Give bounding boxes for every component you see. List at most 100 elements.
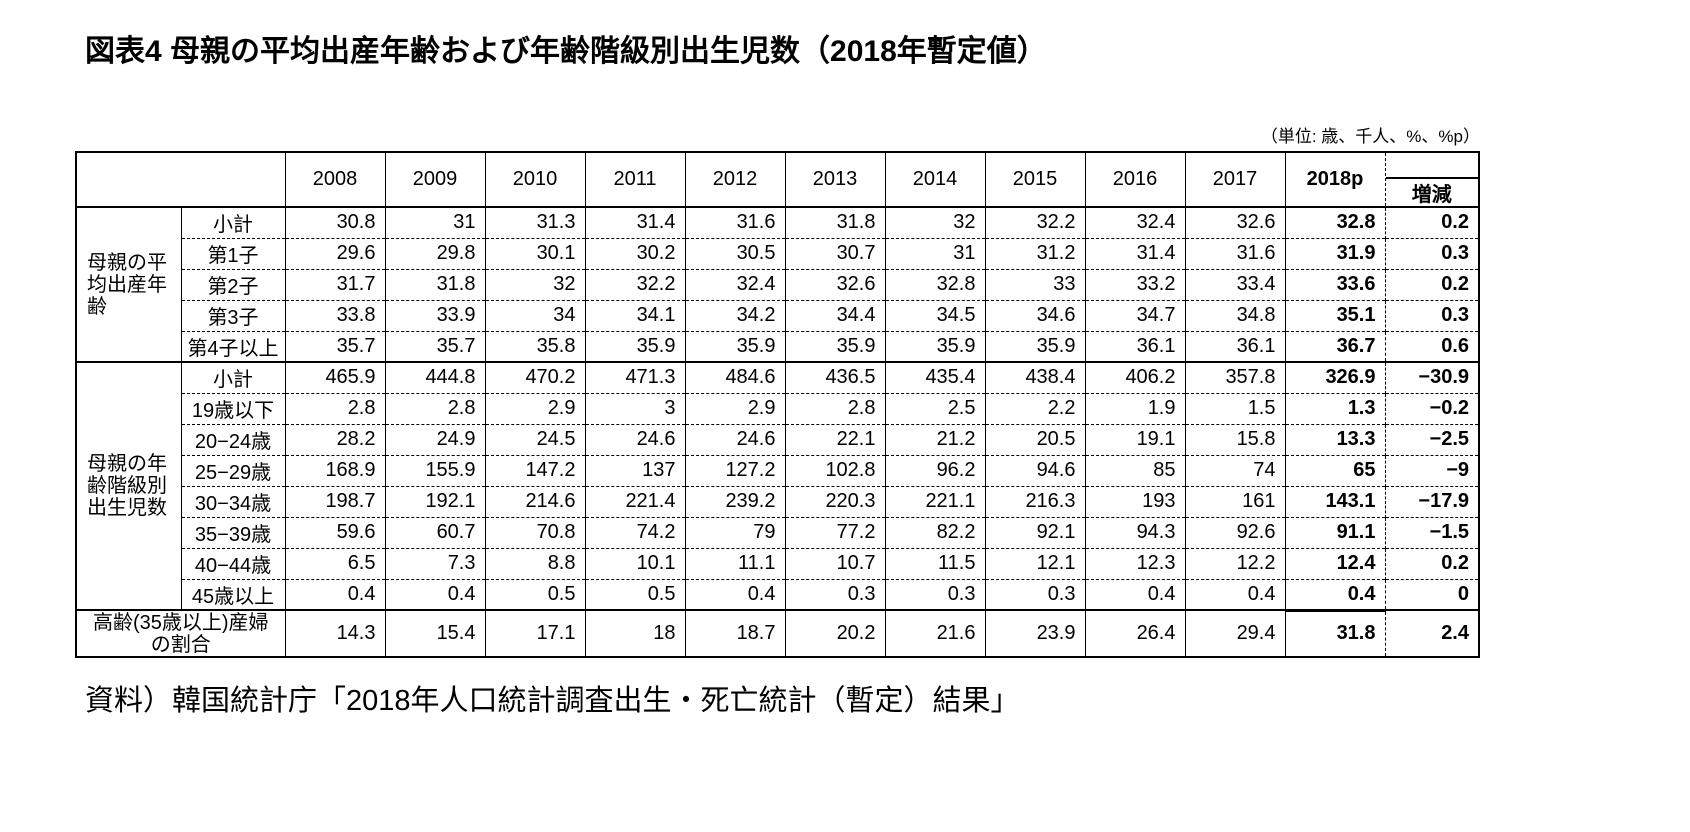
value-cell: 31 (885, 237, 986, 269)
col-header-year: 2013 (785, 153, 886, 208)
value-cell: 32.6 (785, 268, 886, 300)
value-cell: 26.4 (1085, 609, 1186, 656)
col-header-year: 2015 (985, 153, 1086, 208)
value-cell: 35.7 (285, 330, 386, 362)
col-header-year: 2016 (1085, 153, 1186, 208)
value-cell: 32.8 (885, 268, 986, 300)
value-cell: 33 (985, 268, 1086, 300)
value-cell: 31.4 (585, 206, 686, 238)
change-cell: 0.3 (1384, 237, 1478, 269)
value-cell: 34.1 (585, 299, 686, 331)
value-cell: 3 (585, 392, 686, 424)
group-label: 母親の年齢階級別出生児数 (77, 361, 182, 610)
row-label: 30−34歳 (181, 485, 286, 517)
change-cell: −9 (1384, 454, 1478, 486)
change-cell: −2.5 (1384, 423, 1478, 455)
latest-value-cell: 65 (1285, 454, 1385, 486)
value-cell: 2.5 (885, 392, 986, 424)
latest-value-cell: 13.3 (1285, 423, 1385, 455)
value-cell: 34.5 (885, 299, 986, 331)
value-cell: 34.2 (685, 299, 786, 331)
row-label: 45歳以上 (181, 578, 286, 610)
col-header-year: 2009 (385, 153, 486, 208)
value-cell: 85 (1085, 454, 1186, 486)
change-cell: −17.9 (1384, 485, 1478, 517)
value-cell: 0.3 (985, 578, 1086, 610)
statistics-table: 2008 2009 2010 2011 2012 2013 2014 2015 2016 2017… (77, 153, 1478, 656)
value-cell: 0.4 (285, 578, 386, 610)
value-cell: 70.8 (485, 516, 586, 548)
table-row: 40−44歳 6.5 7.3 8.8 10.1 11.1 10.7 11.5 12.1 12.3 1… (77, 547, 1478, 579)
col-header-year: 2012 (685, 153, 786, 208)
table-row: 第4子以上 35.7 35.7 35.8 35.9 35.9 35.9 35.9 35.9 36.… (77, 330, 1478, 362)
col-header-latest: 2018p (1285, 153, 1385, 208)
value-cell: 35.9 (785, 330, 886, 362)
value-cell: 31.8 (385, 268, 486, 300)
table-row: 30−34歳 198.7 192.1 214.6 221.4 239.2 220.3 221.… (77, 485, 1478, 517)
change-cell: −1.5 (1384, 516, 1478, 548)
value-cell: 35.9 (885, 330, 986, 362)
value-cell: 31 (385, 206, 486, 238)
table-row: 35−39歳 59.6 60.7 70.8 74.2 79 77.2 82.2 92.1 94.3… (77, 516, 1478, 548)
value-cell: 96.2 (885, 454, 986, 486)
latest-value-cell: 33.6 (1285, 268, 1385, 300)
value-cell: 127.2 (685, 454, 786, 486)
value-cell: 2.8 (285, 392, 386, 424)
value-cell: 77.2 (785, 516, 886, 548)
latest-value-cell: 91.1 (1285, 516, 1385, 548)
value-cell: 465.9 (285, 361, 386, 393)
value-cell: 147.2 (485, 454, 586, 486)
value-cell: 32.4 (1085, 206, 1186, 238)
value-cell: 0.4 (385, 578, 486, 610)
value-cell: 0.3 (785, 578, 886, 610)
value-cell: 92.6 (1185, 516, 1286, 548)
value-cell: 18 (585, 609, 686, 656)
value-cell: 32.2 (585, 268, 686, 300)
source-note: 資料）韓国統計庁「2018年人口統計調査出生・死亡統計（暫定）結果」 (85, 685, 1020, 717)
table-row: 20−24歳 28.2 24.9 24.5 24.6 24.6 22.1 21.2 20.5 19… (77, 423, 1478, 455)
header-row: 2008 2009 2010 2011 2012 2013 2014 2015 2016 2017… (77, 153, 1478, 208)
group-label: 母親の平均出産年齢 (77, 206, 182, 362)
col-header-change: 増減 (1384, 153, 1478, 208)
value-cell: 23.9 (985, 609, 1086, 656)
change-cell: 0.6 (1384, 330, 1478, 362)
value-cell: 32.2 (985, 206, 1086, 238)
value-cell: 21.6 (885, 609, 986, 656)
value-cell: 35.9 (685, 330, 786, 362)
value-cell: 19.1 (1085, 423, 1186, 455)
value-cell: 32.4 (685, 268, 786, 300)
table-row: 第2子 31.7 31.8 32 32.2 32.4 32.6 32.8 33 33.2 33.4 3… (77, 268, 1478, 300)
value-cell: 29.4 (1185, 609, 1286, 656)
col-header-year: 2010 (485, 153, 586, 208)
group-label: 高齢(35歳以上)産婦の割合 (77, 609, 286, 656)
value-cell: 8.8 (485, 547, 586, 579)
value-cell: 2.2 (985, 392, 1086, 424)
value-cell: 161 (1185, 485, 1286, 517)
value-cell: 220.3 (785, 485, 886, 517)
value-cell: 33.8 (285, 299, 386, 331)
value-cell: 30.2 (585, 237, 686, 269)
value-cell: 34.7 (1085, 299, 1186, 331)
value-cell: 34 (485, 299, 586, 331)
latest-value-cell: 31.9 (1285, 237, 1385, 269)
value-cell: 357.8 (1185, 361, 1286, 393)
value-cell: 221.4 (585, 485, 686, 517)
change-cell: −0.2 (1384, 392, 1478, 424)
col-header-year: 2008 (285, 153, 386, 208)
value-cell: 2.9 (685, 392, 786, 424)
value-cell: 60.7 (385, 516, 486, 548)
value-cell: 18.7 (685, 609, 786, 656)
table-row: 第1子 29.6 29.8 30.1 30.2 30.5 30.7 31 31.2 31.4 31.… (77, 237, 1478, 269)
value-cell: 155.9 (385, 454, 486, 486)
value-cell: 22.1 (785, 423, 886, 455)
change-cell: 0.3 (1384, 299, 1478, 331)
value-cell: 35.8 (485, 330, 586, 362)
table-row: 母親の年齢階級別出生児数 小計 465.9 444.8 470.2 471.3 484.6 4… (77, 361, 1478, 610)
value-cell: 484.6 (685, 361, 786, 393)
value-cell: 21.2 (885, 423, 986, 455)
statistics-table-wrapper: 2008 2009 2010 2011 2012 2013 2014 2015 2016 2017… (75, 151, 1480, 658)
value-cell: 20.2 (785, 609, 886, 656)
value-cell: 32.6 (1185, 206, 1286, 238)
value-cell: 30.5 (685, 237, 786, 269)
latest-value-cell: 326.9 (1285, 361, 1385, 393)
